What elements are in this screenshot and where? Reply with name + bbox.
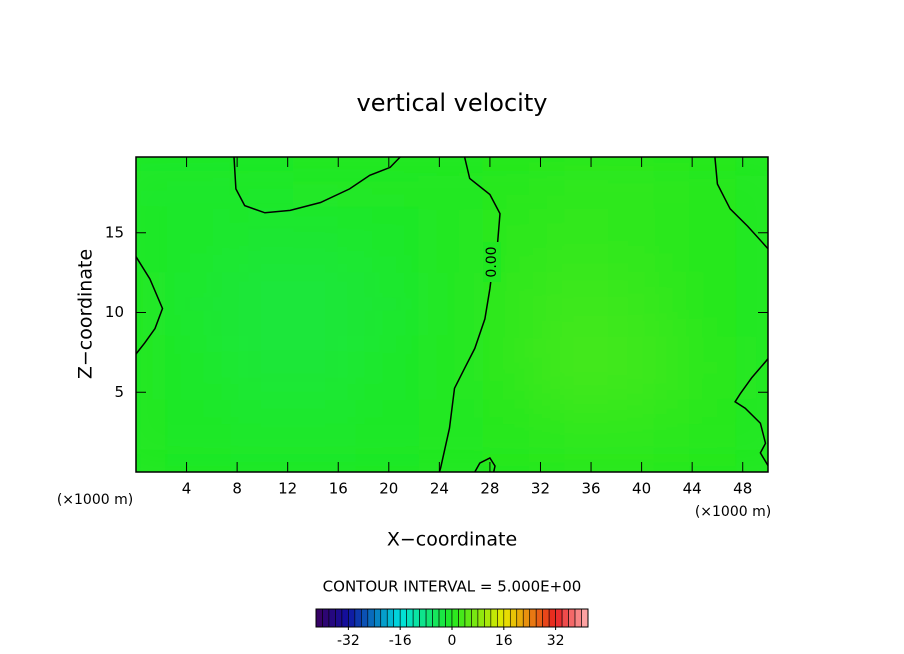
colorbar-swatch (458, 608, 466, 628)
colorbar-swatch (548, 608, 556, 628)
colorbar-swatch (406, 608, 414, 628)
colorbar-swatch (373, 608, 382, 628)
field-cell (482, 399, 548, 472)
colorbar-swatch (529, 608, 537, 628)
colorbar-swatch (335, 608, 343, 628)
colorbar-swatch (386, 608, 395, 628)
x-axis-label: X−coordinate (387, 529, 517, 551)
x-tick-label: 48 (733, 480, 752, 498)
plot-frame (135, 156, 769, 473)
colorbar-swatch (464, 608, 472, 628)
colorbar-tick-label: 32 (547, 633, 565, 649)
field-cell (293, 399, 359, 472)
colorbar-swatch (322, 608, 330, 628)
contour-line (233, 157, 401, 214)
colorbar-swatch (451, 608, 459, 628)
contour-line (438, 157, 501, 472)
colorbar-swatch (380, 608, 388, 628)
colorbar-swatch (419, 608, 427, 628)
colorbar-swatch (315, 608, 323, 628)
colorbar-swatch (581, 608, 589, 628)
colorbar-swatch (445, 608, 453, 628)
colorbar-swatch (367, 608, 375, 628)
colorbar-swatch (393, 608, 401, 628)
field-cell (356, 399, 422, 472)
colorbar-swatch (497, 608, 505, 628)
contour-line (136, 256, 164, 355)
colorbar-swatch (542, 608, 550, 628)
field-cell (609, 399, 675, 472)
colorbar-swatch (361, 608, 369, 628)
x-tick-label: 44 (683, 480, 702, 498)
contour-line (734, 358, 768, 466)
x-tick-label: 40 (632, 480, 651, 498)
contour-label: 0.00 (484, 246, 500, 277)
x-tick-label: 24 (430, 480, 449, 498)
colorbar-tick-label: -32 (337, 633, 360, 649)
contour-line (714, 157, 768, 250)
colorbar-swatch (503, 608, 511, 628)
x-unit: (×1000 m) (695, 504, 771, 520)
colorbar-swatch (425, 608, 433, 628)
field-cell (136, 399, 169, 472)
colorbar-swatch (561, 608, 569, 628)
contour-label-bg (483, 242, 501, 282)
contour-interval: CONTOUR INTERVAL = 5.000E+00 (323, 578, 582, 596)
x-tick-label: 36 (581, 480, 600, 498)
x-tick-label: 12 (278, 480, 297, 498)
chart-title: vertical velocity (357, 89, 548, 117)
field (136, 157, 768, 472)
colorbar-swatch (484, 608, 492, 628)
colorbar-swatch (328, 608, 336, 628)
colorbar-swatch (348, 608, 356, 628)
colorbar-swatch (509, 608, 518, 628)
colorbar-swatch (412, 608, 420, 628)
colorbar-swatch (522, 608, 531, 628)
colorbar-tick-label: 0 (448, 633, 457, 649)
colorbar-swatch (568, 608, 576, 628)
colorbar-swatch (555, 608, 563, 628)
contour-line (474, 457, 496, 472)
colorbar-swatch (477, 608, 485, 628)
field-cell (229, 399, 295, 472)
colorbar-swatch (341, 608, 349, 628)
field-cell (672, 399, 738, 472)
colorbar-swatch (432, 608, 440, 628)
x-tick-label: 4 (182, 480, 192, 498)
x-tick-label: 28 (480, 480, 499, 498)
field-cell (735, 399, 768, 472)
x-tick-label: 20 (379, 480, 398, 498)
colorbar-swatch (516, 608, 524, 628)
field-cell (166, 399, 232, 472)
colorbar-swatch (438, 608, 446, 628)
field-cell (545, 399, 611, 472)
colorbar-swatch (574, 608, 582, 628)
field-cells (136, 157, 768, 472)
colorbar-swatch (490, 608, 498, 628)
y-tick-label: 5 (114, 383, 124, 401)
x-tick-label: 32 (531, 480, 550, 498)
y-axis-label: Z−coordinate (75, 249, 97, 379)
y-unit: (×1000 m) (57, 492, 133, 508)
colorbar-swatch (535, 608, 543, 628)
colorbar-swatch (471, 608, 479, 628)
x-tick-label: 16 (329, 480, 348, 498)
colorbar-tick-label: -16 (389, 633, 412, 649)
x-tick-label: 8 (232, 480, 242, 498)
colorbar-swatch (354, 608, 362, 628)
y-tick-label: 15 (105, 223, 124, 241)
y-tick-label: 10 (105, 303, 124, 321)
colorbar-swatch (399, 608, 407, 628)
colorbar-tick-label: 16 (495, 633, 513, 649)
